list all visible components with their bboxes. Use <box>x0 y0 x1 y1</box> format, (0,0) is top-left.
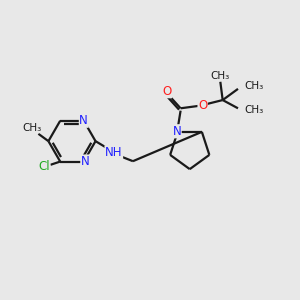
Text: CH₃: CH₃ <box>244 81 264 91</box>
Text: CH₃: CH₃ <box>22 123 41 133</box>
Text: N: N <box>81 155 90 168</box>
Text: O: O <box>198 99 207 112</box>
Text: O: O <box>162 85 172 98</box>
Text: CH₃: CH₃ <box>211 71 230 81</box>
Text: NH: NH <box>105 146 122 159</box>
Text: N: N <box>172 125 181 138</box>
Text: CH₃: CH₃ <box>244 105 264 115</box>
Text: N: N <box>80 114 88 127</box>
Text: Cl: Cl <box>38 160 50 173</box>
